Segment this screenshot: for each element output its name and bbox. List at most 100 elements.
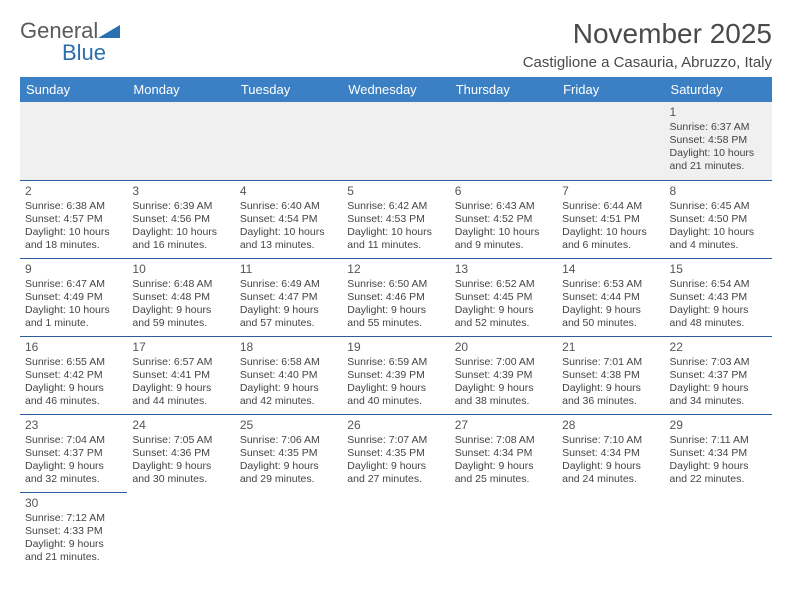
day-info-line: Sunrise: 6:49 AM (240, 278, 337, 291)
day-info-line: and 38 minutes. (455, 395, 552, 408)
calendar-day-cell: 24Sunrise: 7:05 AMSunset: 4:36 PMDayligh… (127, 414, 234, 492)
day-info-line: Daylight: 10 hours (240, 226, 337, 239)
day-info-line: Sunset: 4:43 PM (670, 291, 767, 304)
day-info-line: Sunset: 4:57 PM (25, 213, 122, 226)
day-info-line: Sunrise: 6:53 AM (562, 278, 659, 291)
day-info-line: Sunrise: 6:39 AM (132, 200, 229, 213)
day-info-line: Sunset: 4:39 PM (347, 369, 444, 382)
day-info-line: Sunrise: 7:00 AM (455, 356, 552, 369)
day-info-line: Daylight: 10 hours (347, 226, 444, 239)
day-number: 23 (25, 418, 122, 433)
day-info-line: Sunset: 4:54 PM (240, 213, 337, 226)
calendar-day-cell (665, 492, 772, 570)
day-number: 7 (562, 184, 659, 199)
day-info-line: Daylight: 9 hours (455, 382, 552, 395)
day-info-line: and 30 minutes. (132, 473, 229, 486)
day-info-line: Sunset: 4:34 PM (455, 447, 552, 460)
day-info-line: and 22 minutes. (670, 473, 767, 486)
calendar-day-cell: 18Sunrise: 6:58 AMSunset: 4:40 PMDayligh… (235, 336, 342, 414)
day-info-line: Sunrise: 6:54 AM (670, 278, 767, 291)
day-info-line: Sunrise: 6:58 AM (240, 356, 337, 369)
calendar-day-cell: 11Sunrise: 6:49 AMSunset: 4:47 PMDayligh… (235, 258, 342, 336)
day-header: Saturday (665, 77, 772, 102)
day-number: 3 (132, 184, 229, 199)
day-info-line: Sunrise: 6:44 AM (562, 200, 659, 213)
day-info-line: Sunset: 4:37 PM (670, 369, 767, 382)
day-number: 16 (25, 340, 122, 355)
calendar-table: SundayMondayTuesdayWednesdayThursdayFrid… (20, 77, 772, 570)
brand-text: General Blue (20, 20, 120, 64)
calendar-week-row: 1Sunrise: 6:37 AMSunset: 4:58 PMDaylight… (20, 102, 772, 180)
day-info-line: and 34 minutes. (670, 395, 767, 408)
day-info-line: and 6 minutes. (562, 239, 659, 252)
day-info-line: Sunrise: 7:06 AM (240, 434, 337, 447)
day-info-line: Sunset: 4:35 PM (347, 447, 444, 460)
day-info-line: Daylight: 9 hours (25, 382, 122, 395)
day-info-line: Sunset: 4:48 PM (132, 291, 229, 304)
day-number: 4 (240, 184, 337, 199)
day-info-line: Sunset: 4:42 PM (25, 369, 122, 382)
day-number: 13 (455, 262, 552, 277)
day-info-line: Daylight: 9 hours (562, 460, 659, 473)
calendar-day-cell: 26Sunrise: 7:07 AMSunset: 4:35 PMDayligh… (342, 414, 449, 492)
calendar-day-cell: 23Sunrise: 7:04 AMSunset: 4:37 PMDayligh… (20, 414, 127, 492)
day-info-line: Sunrise: 6:42 AM (347, 200, 444, 213)
calendar-day-cell (557, 492, 664, 570)
day-info-line: Sunset: 4:35 PM (240, 447, 337, 460)
day-number: 30 (25, 496, 122, 511)
day-info-line: Sunrise: 6:47 AM (25, 278, 122, 291)
calendar-day-cell (557, 102, 664, 180)
day-header: Tuesday (235, 77, 342, 102)
day-info-line: Daylight: 9 hours (347, 382, 444, 395)
calendar-day-cell: 30Sunrise: 7:12 AMSunset: 4:33 PMDayligh… (20, 492, 127, 570)
day-info-line: Sunset: 4:51 PM (562, 213, 659, 226)
day-info-line: Sunrise: 6:59 AM (347, 356, 444, 369)
brand-logo: General Blue (20, 18, 120, 64)
day-info-line: Daylight: 10 hours (670, 147, 767, 160)
triangle-icon (98, 20, 120, 42)
day-header: Wednesday (342, 77, 449, 102)
day-info-line: Daylight: 9 hours (562, 304, 659, 317)
calendar-day-cell: 14Sunrise: 6:53 AMSunset: 4:44 PMDayligh… (557, 258, 664, 336)
day-info-line: Sunrise: 6:38 AM (25, 200, 122, 213)
calendar-header: SundayMondayTuesdayWednesdayThursdayFrid… (20, 77, 772, 102)
calendar-day-cell: 12Sunrise: 6:50 AMSunset: 4:46 PMDayligh… (342, 258, 449, 336)
day-info-line: Sunset: 4:47 PM (240, 291, 337, 304)
day-info-line: Sunset: 4:41 PM (132, 369, 229, 382)
day-info-line: and 32 minutes. (25, 473, 122, 486)
day-info-line: and 59 minutes. (132, 317, 229, 330)
day-info-line: Daylight: 10 hours (455, 226, 552, 239)
day-info-line: Daylight: 9 hours (670, 460, 767, 473)
day-info-line: and 9 minutes. (455, 239, 552, 252)
day-info-line: Sunrise: 6:52 AM (455, 278, 552, 291)
day-info-line: Daylight: 9 hours (455, 460, 552, 473)
calendar-day-cell (127, 102, 234, 180)
day-info-line: Sunset: 4:46 PM (347, 291, 444, 304)
calendar-day-cell (235, 492, 342, 570)
day-number: 5 (347, 184, 444, 199)
day-info-line: Sunrise: 7:05 AM (132, 434, 229, 447)
calendar-week-row: 23Sunrise: 7:04 AMSunset: 4:37 PMDayligh… (20, 414, 772, 492)
title-block: November 2025 Castiglione a Casauria, Ab… (523, 18, 772, 71)
day-info-line: Sunset: 4:56 PM (132, 213, 229, 226)
day-info-line: and 18 minutes. (25, 239, 122, 252)
calendar-day-cell: 15Sunrise: 6:54 AMSunset: 4:43 PMDayligh… (665, 258, 772, 336)
day-number: 20 (455, 340, 552, 355)
calendar-day-cell: 1Sunrise: 6:37 AMSunset: 4:58 PMDaylight… (665, 102, 772, 180)
day-info-line: Sunset: 4:49 PM (25, 291, 122, 304)
day-info-line: Sunrise: 7:04 AM (25, 434, 122, 447)
calendar-day-cell: 19Sunrise: 6:59 AMSunset: 4:39 PMDayligh… (342, 336, 449, 414)
calendar-day-cell (235, 102, 342, 180)
calendar-day-cell: 27Sunrise: 7:08 AMSunset: 4:34 PMDayligh… (450, 414, 557, 492)
brand-part2: Blue (62, 42, 106, 64)
calendar-day-cell: 9Sunrise: 6:47 AMSunset: 4:49 PMDaylight… (20, 258, 127, 336)
day-info-line: Sunrise: 7:03 AM (670, 356, 767, 369)
day-info-line: and 24 minutes. (562, 473, 659, 486)
calendar-day-cell: 13Sunrise: 6:52 AMSunset: 4:45 PMDayligh… (450, 258, 557, 336)
day-info-line: and 57 minutes. (240, 317, 337, 330)
day-info-line: Sunrise: 6:43 AM (455, 200, 552, 213)
day-info-line: Sunset: 4:40 PM (240, 369, 337, 382)
day-info-line: and 29 minutes. (240, 473, 337, 486)
day-info-line: Sunrise: 6:50 AM (347, 278, 444, 291)
day-info-line: and 13 minutes. (240, 239, 337, 252)
